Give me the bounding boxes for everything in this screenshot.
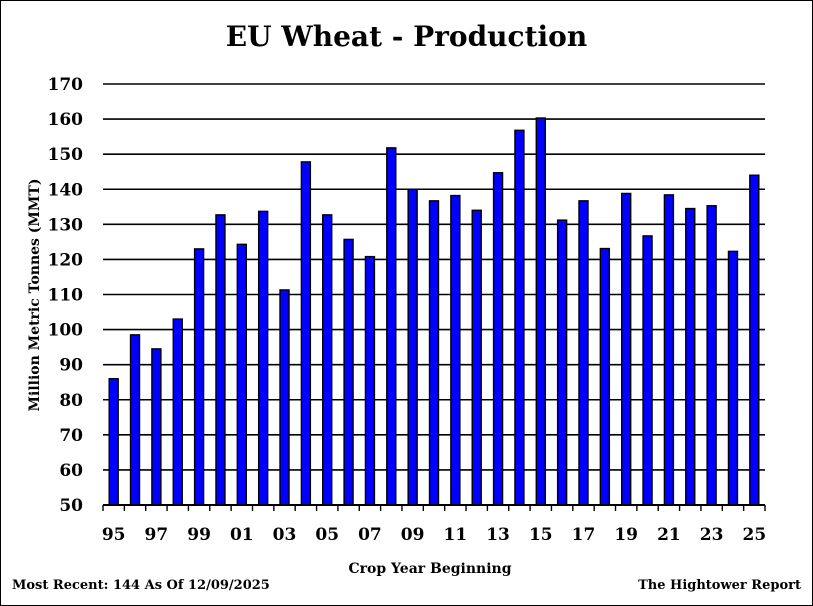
x-tick-label: 97 (145, 525, 169, 545)
bar-11 (450, 194, 461, 506)
y-tick-label: 120 (48, 250, 84, 270)
x-tick-label: 11 (444, 525, 468, 545)
bar-10 (428, 200, 440, 506)
source-credit: The Hightower Report (638, 578, 801, 593)
y-tick-label: 150 (48, 145, 84, 165)
bar-98 (172, 318, 183, 506)
y-tick-label: 50 (59, 496, 83, 516)
x-tick-label: 19 (614, 525, 638, 545)
bar-23 (706, 205, 717, 506)
bar-06 (343, 238, 354, 506)
bar-00 (215, 214, 226, 506)
bar-12 (471, 209, 482, 506)
x-tick-label: 17 (572, 525, 596, 545)
y-tick-label: 90 (59, 356, 83, 376)
bar-05 (322, 214, 333, 506)
bar-20 (642, 235, 653, 506)
x-tick-label: 07 (358, 525, 382, 545)
bar-13 (492, 172, 504, 506)
bar-07 (364, 255, 376, 506)
x-axis-label: Crop Year Beginning (348, 561, 512, 577)
x-tick-label: 23 (700, 525, 724, 545)
bar-09 (407, 188, 418, 506)
y-tick-label: 100 (48, 321, 84, 341)
x-tick-label: 05 (315, 525, 339, 545)
chart-title: EU Wheat - Production (225, 20, 588, 53)
x-tick-label: 21 (657, 525, 681, 545)
x-tick-label: 99 (187, 525, 211, 545)
x-tick-label: 13 (486, 525, 510, 545)
bar-95 (108, 378, 119, 506)
y-tick-label: 130 (48, 215, 84, 235)
bar-18 (599, 247, 611, 506)
bar-99 (193, 248, 205, 506)
bar-01 (236, 243, 248, 506)
x-tick-label: 15 (529, 525, 553, 545)
bar-08 (386, 147, 397, 506)
bar-03 (279, 289, 290, 506)
bar-14 (514, 129, 525, 506)
y-tick-label: 80 (59, 391, 83, 411)
y-tick-label: 70 (59, 426, 83, 446)
y-tick-label: 160 (48, 110, 84, 130)
most-recent-note: Most Recent: 144 As Of 12/09/2025 (12, 578, 270, 593)
bar-19 (620, 192, 632, 506)
x-tick-label: 25 (742, 525, 766, 545)
bar-15 (535, 117, 546, 506)
bar-97 (151, 348, 162, 506)
x-tick-label: 01 (230, 525, 254, 545)
bar-17 (578, 200, 589, 506)
bar-22 (685, 207, 696, 506)
y-tick-label: 170 (48, 75, 84, 95)
bar-16 (556, 219, 568, 506)
bar-96 (129, 334, 141, 506)
bar-24 (727, 250, 739, 506)
y-tick-label: 60 (59, 461, 83, 481)
y-tick-label: 140 (48, 180, 84, 200)
x-tick-label: 95 (102, 525, 126, 545)
x-tick-label: 03 (273, 525, 297, 545)
x-tick-label: 09 (401, 525, 425, 545)
bar-25 (749, 174, 760, 506)
bar-02 (257, 210, 269, 506)
y-tick-label: 110 (48, 286, 84, 306)
bar-04 (300, 161, 312, 506)
bar-21 (663, 194, 675, 506)
